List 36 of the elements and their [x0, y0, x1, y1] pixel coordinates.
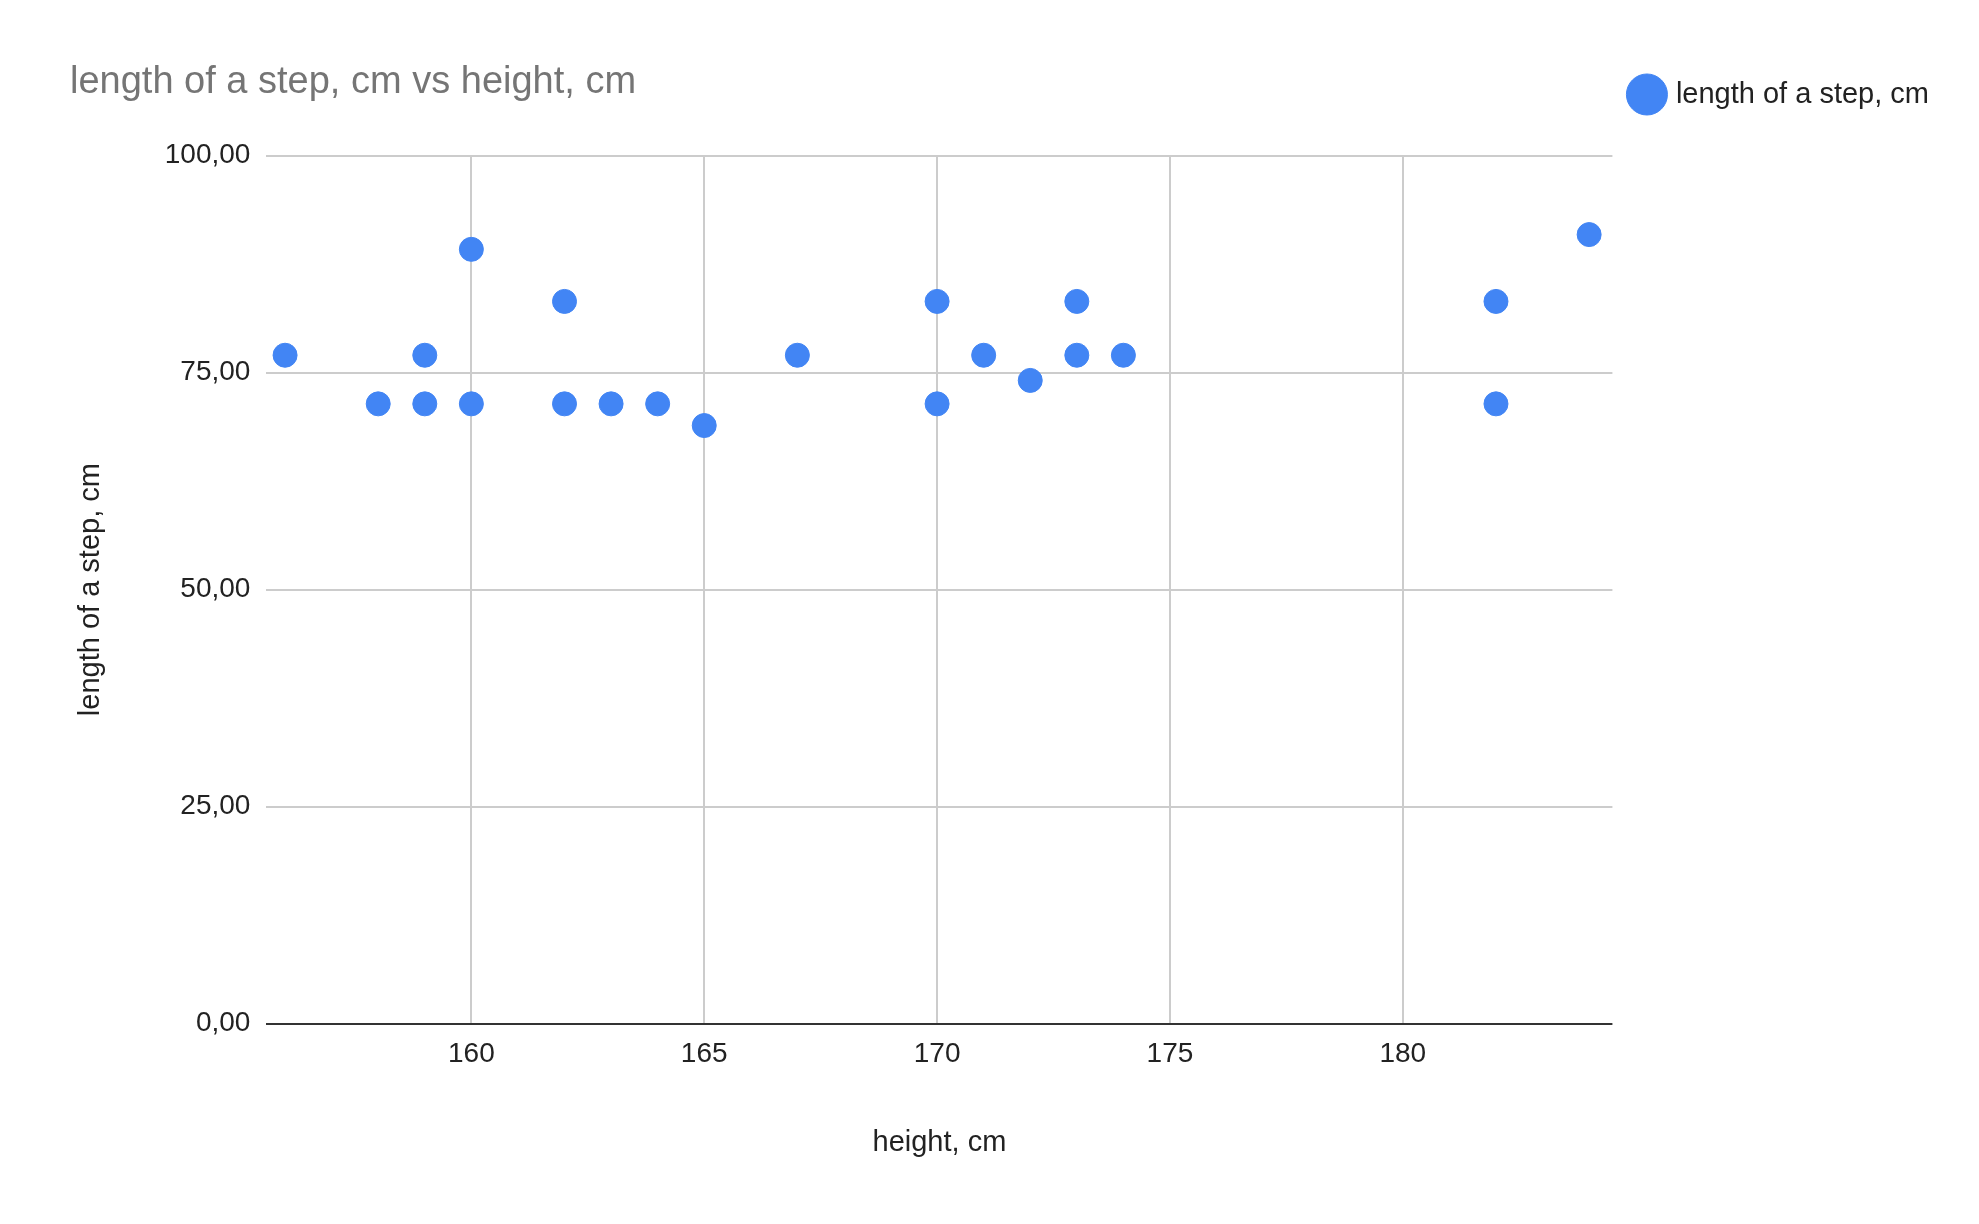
y-axis-title: length of a step, cm: [73, 463, 106, 717]
x-tick-label: 170: [913, 1037, 961, 1069]
point: [645, 391, 671, 417]
point: [598, 391, 624, 417]
point: [784, 342, 810, 368]
x-tick-label: 160: [448, 1037, 495, 1069]
y-tick-label: 0,00: [195, 1006, 251, 1038]
point: [552, 391, 578, 417]
x-axis-title: height, cm: [872, 1124, 1007, 1157]
point: [1483, 391, 1509, 417]
point: [1110, 342, 1136, 368]
chart-title: length of a step, cm vs height, cm: [70, 59, 637, 102]
point: [552, 288, 578, 314]
legend-label: length of a step, cm: [1675, 76, 1930, 109]
point: [365, 391, 391, 417]
point: [458, 391, 484, 417]
x-tick-label: 175: [1146, 1037, 1194, 1069]
y-tick-label: 100,00: [164, 138, 251, 170]
point: [458, 236, 484, 262]
point: [272, 342, 298, 368]
point: [1064, 288, 1090, 314]
point: [691, 413, 717, 439]
point: [412, 342, 438, 368]
point: [971, 342, 997, 368]
point: [1576, 222, 1602, 248]
x-tick-label: 180: [1379, 1037, 1427, 1069]
point: [1017, 367, 1043, 393]
y-tick-label: 25,00: [180, 789, 251, 821]
point: [1064, 342, 1090, 368]
point: [412, 391, 438, 417]
point: [924, 288, 950, 314]
x-tick-label: 165: [680, 1037, 728, 1069]
point: [924, 391, 950, 417]
point: [1483, 288, 1509, 314]
y-tick-label: 50,00: [180, 572, 251, 604]
y-tick-label: 75,00: [180, 355, 251, 387]
